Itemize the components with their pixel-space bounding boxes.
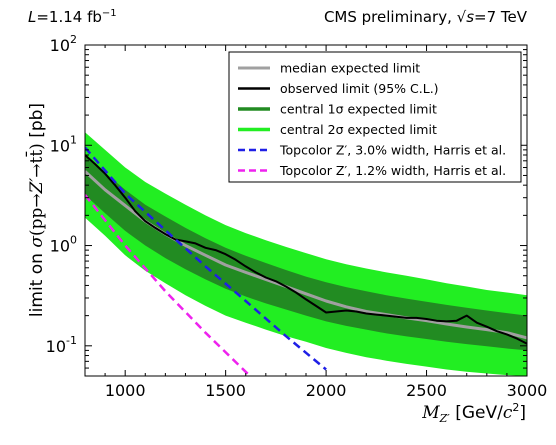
legend-label: central 1σ expected limit (280, 102, 437, 117)
legend-label: central 2σ expected limit (280, 122, 437, 137)
y-axis-title: limit on σ(pp→Z′→tt̄) [pb] (24, 103, 47, 317)
y-tick-label: 102 (50, 33, 77, 55)
legend-label: Topcolor Z′, 1.2% width, Harris et al. (279, 163, 506, 178)
x-axis-title: MZ′ [GeV/c2] (421, 401, 526, 425)
cms-preliminary-label: CMS preliminary, √s=7 TeV (324, 8, 528, 26)
y-tick-label: 10-1 (46, 334, 77, 356)
legend-label: observed limit (95% C.L.) (280, 81, 439, 96)
y-tick-label: 100 (50, 234, 77, 256)
x-tick-label: 2000 (306, 381, 347, 400)
x-tick-label: 1000 (105, 381, 146, 400)
series-line-3 (85, 194, 252, 376)
x-tick-label: 1500 (205, 381, 246, 400)
limit-curves (85, 146, 527, 376)
legend-label: median expected limit (280, 61, 420, 76)
series-line-2 (85, 146, 327, 371)
luminosity-label: L=1.14 fb−1 (28, 8, 117, 26)
legend-label: Topcolor Z′, 3.0% width, Harris et al. (279, 143, 506, 158)
band-1sigma (85, 155, 527, 351)
y-tick-label: 101 (50, 133, 77, 155)
x-axis-ticks: 1000 1500 2000 2500 3000 (104, 45, 548, 400)
y-axis-ticks: 10-1 100 101 102 (46, 33, 527, 377)
legend-box (228, 51, 522, 183)
legend: median expected limit observed limit (95%… (228, 51, 522, 183)
expected-limit-bands (85, 132, 527, 376)
x-tick-label: 3000 (507, 381, 548, 400)
series-line-1 (85, 154, 527, 345)
x-tick-label: 2500 (406, 381, 447, 400)
